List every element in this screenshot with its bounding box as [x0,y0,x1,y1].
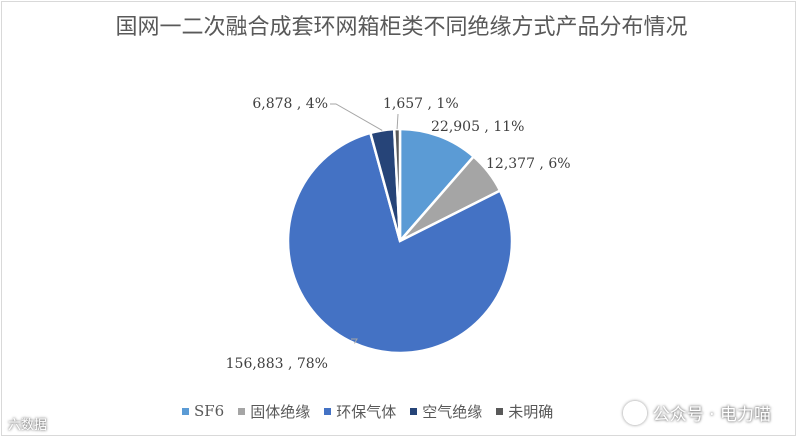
watermark-wechat-text: 公众号 · 电力喵 [652,405,771,425]
watermark-wechat: 公众号 · 电力喵 [622,400,771,425]
watermark-logo: 六数据 [8,418,48,433]
legend-swatch [182,407,189,415]
legend-item-3: 环保气体 [324,401,396,422]
legend-label: 环保气体 [336,402,397,421]
pie-slice-1 [398,127,476,245]
legend-item-2: 固体绝缘 [238,401,310,422]
legend-item-5: 未明确 [496,401,553,422]
legend-swatch [238,407,246,415]
legend-item-1: SF6 [182,402,224,420]
data-labels: 22,905 , 11% 12,377 , 6% 156,883 , 78% 6,87… [226,96,571,372]
pie-slice-5 [392,127,402,242]
data-label-4: 6,878 , 4% [252,96,328,112]
leader-line-5 [396,113,399,130]
legend-swatch [496,407,504,415]
leader-lines [330,103,399,344]
legend-swatch [410,407,418,415]
legend: SF6 固体绝缘 环保气体 空气绝缘 未明确 [182,398,553,424]
pie-slices [286,127,514,355]
legend-label: SF6 [194,402,225,420]
legend-label: 未明确 [508,402,554,421]
data-label-1: 22,905 , 11% [431,119,524,135]
legend-label: 固体绝缘 [250,402,311,421]
legend-label: 空气绝缘 [422,402,483,421]
data-label-2: 12,377 , 6% [486,156,571,172]
leader-line-3 [351,338,358,344]
legend-swatch [324,407,332,415]
data-label-3: 156,883 , 78% [226,356,328,372]
chart-title: 国网一二次融合成套环网箱柜类不同绝缘方式产品分布情况 [115,15,688,40]
leader-line-4 [330,103,383,131]
data-label-5: 1,657 , 1% [383,96,459,112]
wechat-icon [622,400,647,425]
legend-item-4: 空气绝缘 [410,401,482,422]
